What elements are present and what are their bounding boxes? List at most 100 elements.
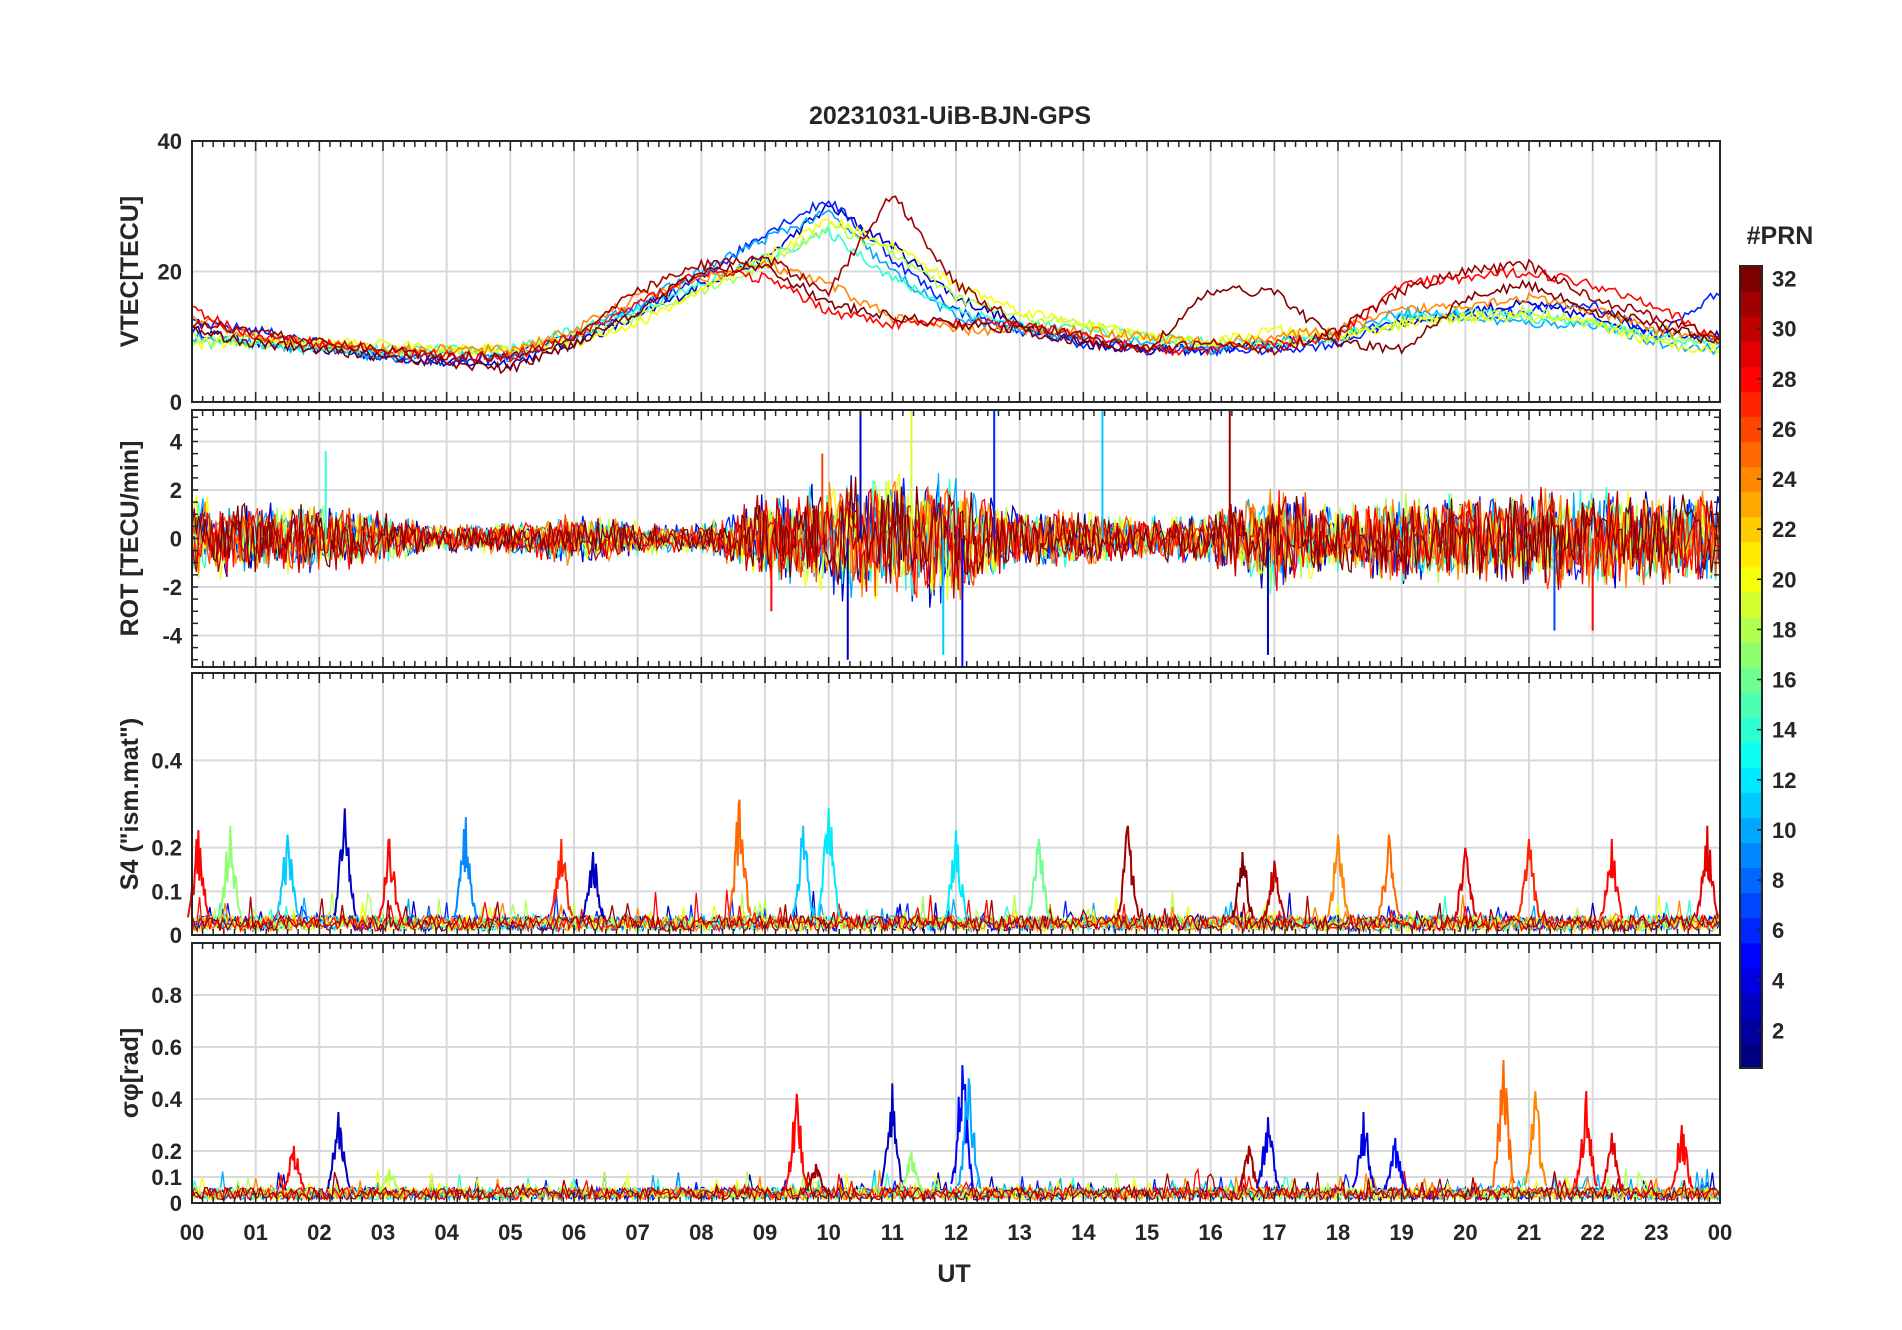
- x-minor-ticks: [191, 410, 1721, 667]
- burst-prn-5: [950, 1065, 975, 1188]
- x-axis-tick-labels: 00 01 02 03 04 05 06 07 08 09 10 11 12 13 14 15 16 17 18 19…: [180, 1220, 1732, 1245]
- sigma-phi-panel: 00.10.2 0.4 0.6 0.8 σφ[rad]: [116, 942, 1721, 1216]
- x-tick-label: 13: [1007, 1220, 1031, 1245]
- x-axis-label: UT: [937, 1260, 970, 1288]
- colorbar-segment: [1740, 717, 1762, 743]
- colorbar-frame: [1739, 265, 1763, 1069]
- colorbar-segment: [1740, 641, 1762, 668]
- x-tick-label: 17: [1262, 1220, 1286, 1245]
- colorbar-tick-label: 14: [1772, 718, 1797, 743]
- y-tick-label: 2: [170, 478, 182, 503]
- vtec-series-prn-18: [191, 221, 1721, 356]
- colorbar-segment: [1740, 667, 1762, 693]
- colorbar-segment: [1740, 391, 1762, 417]
- y-tick-label: 20: [158, 260, 182, 285]
- burst-prn-32: [1231, 851, 1255, 919]
- burst-prn-28: [784, 1093, 809, 1190]
- x-tick-label: 19: [1389, 1220, 1413, 1245]
- colorbar-segment: [1740, 767, 1762, 793]
- figure-title: 20231031-UiB-BJN-GPS: [809, 102, 1091, 130]
- y-tick-label: 0.8: [151, 983, 182, 1008]
- colorbar-segment: [1740, 942, 1762, 969]
- burst-prn-28: [281, 1145, 306, 1192]
- burst-prn-27: [549, 838, 574, 917]
- colorbar-segment: [1740, 291, 1762, 317]
- burst-prn-18: [377, 1169, 402, 1193]
- burst-prn-28: [1599, 838, 1624, 920]
- colorbar-segment: [1740, 441, 1762, 468]
- colorbar-segment: [1740, 541, 1762, 568]
- burst-prn-5: [1383, 1137, 1408, 1191]
- burst-prn-12: [944, 830, 968, 919]
- vtec-series-prn-20: [191, 217, 1721, 356]
- x-tick-label: 14: [1071, 1220, 1096, 1245]
- x-tick-label: 12: [944, 1220, 968, 1245]
- vtec-panel: 0 20 40 VTEC[TECU]: [116, 129, 1721, 415]
- burst-prn-17: [218, 825, 243, 919]
- burst-prn-4: [1351, 1111, 1376, 1189]
- colorbar-segment: [1740, 792, 1762, 818]
- burst-prn-28: [1574, 1091, 1599, 1189]
- x-minor-ticks: [191, 943, 1721, 1203]
- x-tick-label: 16: [1198, 1220, 1222, 1245]
- burst-prn-3: [333, 808, 357, 917]
- colorbar-segment: [1740, 1017, 1762, 1044]
- colorbar-tick-label: 18: [1772, 617, 1796, 642]
- burst-prn-29: [1695, 825, 1720, 920]
- burst-prn-11: [275, 834, 300, 919]
- colorbar-segment: [1740, 491, 1762, 518]
- colorbar-segment: [1740, 992, 1762, 1019]
- y-tick-label: 0.4: [151, 748, 182, 773]
- burst-prn-31: [804, 1163, 828, 1192]
- burst-prn-3: [581, 851, 606, 919]
- vtec-series-prn-28: [191, 266, 1721, 363]
- colorbar-segment: [1740, 1042, 1762, 1069]
- colorbar-tick-label: 22: [1772, 517, 1796, 542]
- noise-series-prn-28: [191, 889, 1721, 934]
- y-tick-label: 0: [170, 923, 182, 948]
- burst-prn-11: [791, 825, 816, 918]
- burst-prn-12: [817, 808, 841, 918]
- colorbar-segment: [1740, 967, 1762, 994]
- burst-prn-25: [1491, 1059, 1516, 1189]
- colorbar-tick-label: 2: [1772, 1018, 1784, 1043]
- y-tick-label: -4: [162, 623, 182, 648]
- x-tick-label: 03: [371, 1220, 395, 1245]
- burst-prn-30: [1262, 860, 1286, 920]
- x-minor-ticks: [191, 141, 1721, 402]
- vtec-series-prn-14: [191, 225, 1721, 357]
- x-tick-label: 02: [307, 1220, 331, 1245]
- colorbar-segment: [1740, 516, 1762, 543]
- y-tick-label: 0.2: [151, 1139, 182, 1164]
- burst-prn-28: [187, 830, 211, 918]
- burst-prn-31: [1116, 825, 1140, 918]
- burst-prn-24: [1523, 1091, 1548, 1187]
- colorbar-tick-label: 20: [1772, 567, 1796, 592]
- y-tick-label: -2: [162, 575, 182, 600]
- burst-prn-29: [1454, 847, 1478, 919]
- colorbar-segment: [1740, 892, 1762, 919]
- x-tick-label: 23: [1644, 1220, 1668, 1245]
- series-group: [191, 410, 1721, 667]
- vtec-series-prn-32: [191, 260, 1721, 375]
- colorbar-segment: [1740, 742, 1762, 768]
- x-tick-label: 09: [753, 1220, 777, 1245]
- x-minor-ticks: [191, 673, 1721, 935]
- burst-prn-28: [1669, 1124, 1694, 1190]
- x-tick-label: 11: [881, 1220, 904, 1245]
- colorbar-segment: [1740, 842, 1762, 869]
- y-tick-label: 0: [170, 1191, 182, 1216]
- colorbar-segment: [1740, 466, 1762, 493]
- x-tick-label: 04: [434, 1220, 459, 1245]
- y-tick-label: 40: [158, 129, 182, 154]
- x-tick-label: 08: [689, 1220, 713, 1245]
- colorbar-segment: [1740, 416, 1762, 443]
- colorbar-tick-label: 12: [1772, 768, 1796, 793]
- x-tick-label: 00: [180, 1220, 204, 1245]
- x-tick-label: 07: [625, 1220, 649, 1245]
- x-tick-label: 10: [816, 1220, 840, 1245]
- x-tick-label: 00: [1708, 1220, 1732, 1245]
- x-tick-label: 22: [1580, 1220, 1604, 1245]
- burst-prn-3: [327, 1111, 351, 1189]
